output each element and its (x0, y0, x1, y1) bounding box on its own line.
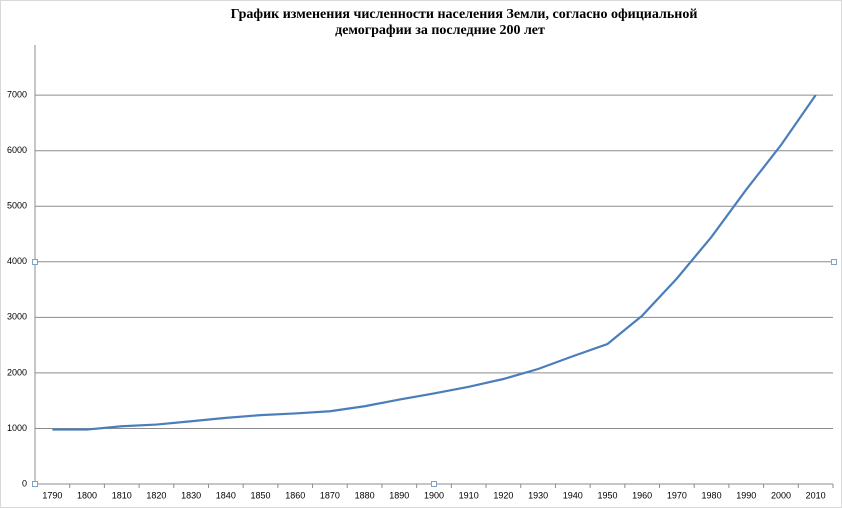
y-tick-label: 3000 (7, 312, 27, 322)
frame-handle (831, 259, 837, 265)
y-tick-label: 4000 (7, 256, 27, 266)
x-tick-label: 1860 (285, 490, 305, 500)
y-tick-label: 5000 (7, 201, 27, 211)
frame-handle (32, 259, 38, 265)
x-tick-label: 1870 (320, 490, 340, 500)
x-tick-label: 1960 (632, 490, 652, 500)
frame-handle (431, 481, 437, 487)
x-tick-label: 1930 (528, 490, 548, 500)
x-tick-label: 1810 (112, 490, 132, 500)
x-tick-label: 1900 (424, 490, 444, 500)
y-tick-label: 6000 (7, 145, 27, 155)
y-tick-label: 7000 (7, 90, 27, 100)
x-tick-label: 2000 (771, 490, 791, 500)
x-tick-label: 1980 (702, 490, 722, 500)
x-tick-label: 1880 (355, 490, 375, 500)
x-tick-label: 1840 (216, 490, 236, 500)
x-tick-label: 1910 (459, 490, 479, 500)
x-tick-label: 1950 (597, 490, 617, 500)
y-tick-label: 2000 (7, 367, 27, 377)
x-tick-label: 1940 (563, 490, 583, 500)
x-tick-label: 1970 (667, 490, 687, 500)
x-tick-label: 1790 (42, 490, 62, 500)
x-tick-label: 1820 (146, 490, 166, 500)
x-tick-label: 1830 (181, 490, 201, 500)
x-tick-label: 1920 (493, 490, 513, 500)
x-tick-label: 1990 (736, 490, 756, 500)
y-tick-label: 1000 (7, 423, 27, 433)
x-tick-label: 1850 (251, 490, 271, 500)
frame-handle (32, 481, 38, 487)
x-tick-label: 2010 (806, 490, 826, 500)
y-tick-label: 0 (22, 478, 27, 488)
data-line (52, 94, 817, 431)
chart-title: График изменения численности населения З… (231, 7, 698, 22)
chart-title: демографии за последние 200 лет (335, 23, 545, 38)
x-tick-label: 1890 (389, 490, 409, 500)
x-tick-label: 1800 (77, 490, 97, 500)
